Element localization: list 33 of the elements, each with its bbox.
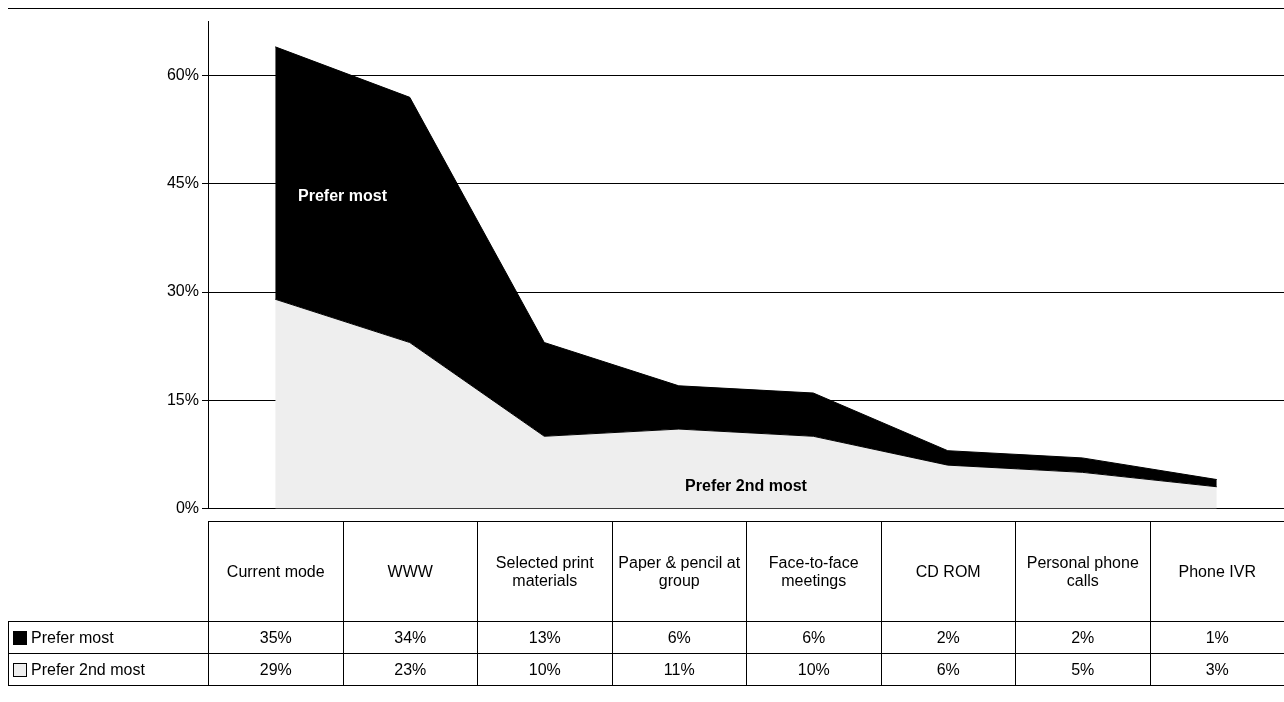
text: Prefer most bbox=[298, 186, 387, 204]
data-label: 10% bbox=[746, 653, 881, 686]
data-label: 10% bbox=[477, 653, 612, 686]
data-label: 23% bbox=[343, 653, 478, 686]
legend-label: Prefer 2nd most bbox=[8, 653, 209, 686]
data-label: 6% bbox=[612, 621, 747, 654]
y-tick-label: 45% bbox=[166, 174, 199, 192]
x-tick-label: Paper & pencil at group bbox=[612, 521, 747, 622]
data-label: 35% bbox=[208, 621, 343, 654]
legend-label: Prefer most bbox=[8, 621, 209, 654]
data-label: 2% bbox=[1015, 621, 1150, 654]
data-label: 6% bbox=[881, 653, 1016, 686]
data-label: 2% bbox=[881, 621, 1016, 654]
data-label: 11% bbox=[612, 653, 747, 686]
data-label: 3% bbox=[1150, 653, 1284, 686]
data-label: 5% bbox=[1015, 653, 1150, 686]
x-tick-label: Current mode bbox=[208, 521, 343, 622]
x-tick-label: Face-to-face meetings bbox=[746, 521, 881, 622]
data-label: 6% bbox=[746, 621, 881, 654]
y-tick-label: 0% bbox=[175, 498, 199, 516]
y-tick-label: 30% bbox=[166, 282, 199, 300]
x-tick-label: Selected print materials bbox=[477, 521, 612, 622]
x-tick-label: Phone IVR bbox=[1150, 521, 1284, 622]
data-label: 29% bbox=[208, 653, 343, 686]
text: Prefer 2nd most bbox=[685, 477, 807, 495]
data-label: 13% bbox=[477, 621, 612, 654]
data-label: 34% bbox=[343, 621, 478, 654]
x-tick-label: CD ROM bbox=[881, 521, 1016, 622]
y-tick-label: 60% bbox=[166, 66, 199, 84]
y-tick-label: 15% bbox=[166, 390, 199, 408]
x-tick-label: Personal phone calls bbox=[1015, 521, 1150, 622]
data-label: 1% bbox=[1150, 621, 1284, 654]
x-tick-label: WWW bbox=[343, 521, 478, 622]
